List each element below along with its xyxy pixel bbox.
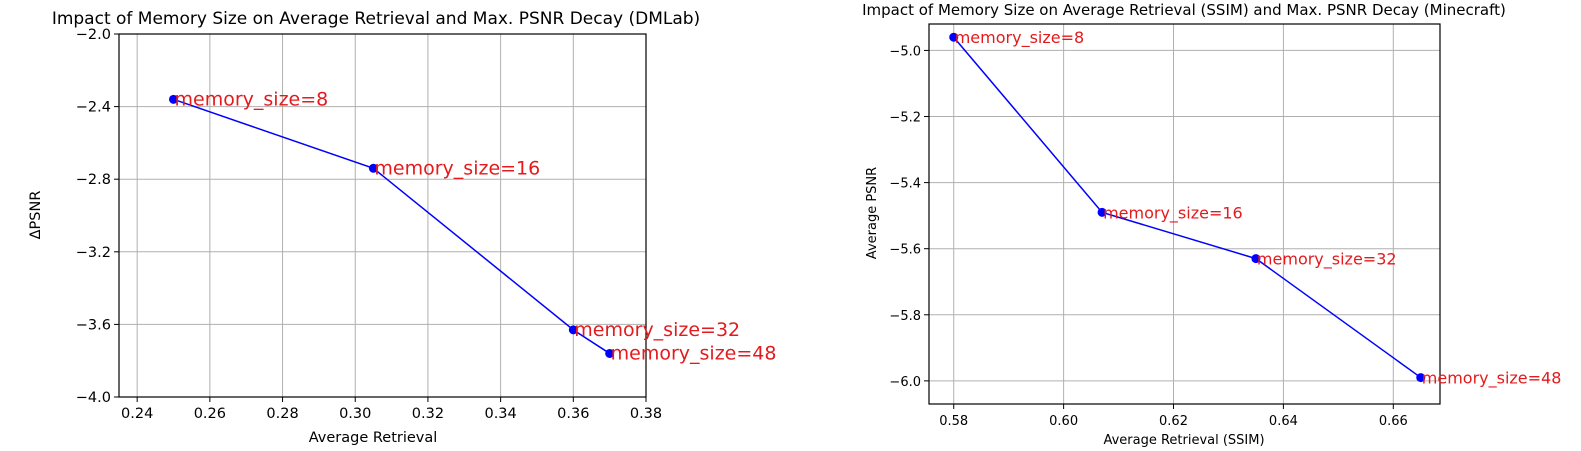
x-tick-label: 0.34	[484, 406, 516, 422]
y-axis-label: ΔPSNR	[28, 191, 44, 240]
y-tick-label: −5.2	[889, 111, 921, 126]
x-tick-label: 0.32	[412, 406, 444, 422]
x-tick-label: 0.28	[266, 406, 298, 422]
x-tick-label: 0.38	[630, 406, 662, 422]
x-tick-label: 0.62	[1159, 414, 1188, 429]
plot-frame	[118, 33, 647, 398]
data-point-marker	[368, 163, 378, 173]
data-point-marker	[1416, 373, 1426, 383]
chart-title: Impact of Memory Size on Average Retriev…	[52, 9, 700, 29]
series-line	[173, 98, 611, 355]
grid-lines	[929, 24, 1440, 404]
axis-ticks: 0.24 0.26 0.28 0.30 0.32 0.34 0.36 0.38 −2.0 −2.4…	[76, 27, 662, 422]
data-point-annotation: memory_size=32	[574, 319, 740, 341]
y-tick-label: −6.0	[889, 375, 921, 390]
data-point-annotation: memory_size=16	[374, 157, 540, 179]
data-point-annotation: memory_size=16	[1103, 203, 1243, 223]
y-tick-label: −3.2	[76, 245, 111, 261]
x-tick-label: 0.30	[339, 406, 371, 422]
data-point-marker	[169, 94, 179, 104]
data-point-annotation: memory_size=48	[611, 342, 777, 364]
y-tick-label: −3.6	[76, 317, 111, 333]
data-point-marker	[1251, 254, 1261, 264]
y-tick-label: −2.0	[76, 27, 111, 43]
series-line	[953, 36, 1422, 379]
data-point-marker	[605, 348, 615, 358]
data-point-marker	[568, 325, 578, 335]
data-point-annotation: memory_size=8	[175, 88, 329, 110]
data-series: memory_size=8 memory_size=16 memory_size=3…	[169, 88, 776, 364]
x-tick-label: 0.26	[194, 406, 226, 422]
y-tick-label: −2.8	[76, 172, 111, 188]
y-tick-label: −4.0	[76, 390, 111, 406]
x-axis-label: Average Retrieval	[309, 430, 438, 446]
data-point-annotation: memory_size=48	[1422, 369, 1562, 389]
x-axis-label: Average Retrieval (SSIM)	[1103, 433, 1264, 448]
x-tick-label: 0.66	[1379, 414, 1408, 429]
y-tick-label: −5.6	[889, 243, 921, 258]
chart-title: Impact of Memory Size on Average Retriev…	[862, 1, 1506, 19]
x-tick-label: 0.60	[1049, 414, 1078, 429]
y-tick-label: −5.8	[889, 309, 921, 324]
x-tick-label: 0.58	[939, 414, 968, 429]
plot-frame	[928, 23, 1441, 405]
data-series: memory_size=8 memory_size=16 memory_size=3…	[949, 28, 1562, 389]
data-point-annotation: memory_size=8	[955, 28, 1084, 48]
x-tick-label: 0.36	[557, 406, 589, 422]
x-tick-label: 0.64	[1269, 414, 1298, 429]
y-tick-label: −5.4	[889, 177, 921, 192]
y-tick-label: −5.0	[889, 44, 921, 59]
x-tick-label: 0.24	[121, 406, 153, 422]
axis-ticks: 0.58 0.60 0.62 0.64 0.66 −5.0 −5.2 −5.4 −5.6 −5.8…	[889, 44, 1407, 429]
data-point-marker	[1097, 207, 1107, 217]
chart-dmlab: Impact of Memory Size on Average Retriev…	[28, 9, 776, 446]
y-axis-label: Average PSNR	[865, 167, 880, 259]
chart-minecraft: Impact of Memory Size on Average Retriev…	[862, 1, 1561, 448]
data-point-annotation: memory_size=32	[1257, 250, 1397, 270]
data-point-marker	[949, 32, 959, 42]
y-tick-label: −2.4	[76, 100, 111, 116]
